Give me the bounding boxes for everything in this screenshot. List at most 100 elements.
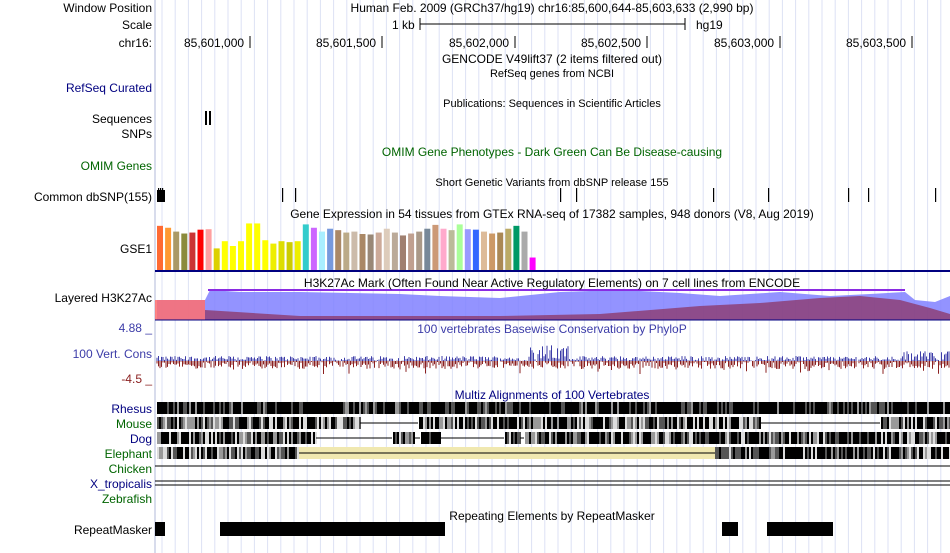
gtex-track-title[interactable]: Gene Expression in 54 tissues from GTEx … [290,207,814,221]
dog-alignment [513,432,515,444]
rhesus-alignment [465,402,467,414]
dog-alignment [903,432,905,444]
rhesus-alignment [727,402,729,414]
elephant-alignment [823,447,825,459]
omim-label[interactable]: OMIM Genes [80,159,152,173]
mouse-label[interactable]: Mouse [115,417,152,431]
dog-alignment [705,432,707,444]
dog-alignment [159,432,161,444]
dog-alignment [621,432,623,444]
repeatmasker-track-title[interactable]: Repeating Elements by RepeatMasker [449,509,655,523]
elephant-alignment [241,447,243,459]
dog-alignment [915,432,917,444]
dog-alignment [945,432,947,444]
dog-label[interactable]: Dog [129,432,152,446]
dog-alignment [167,432,169,444]
mouse-alignment [699,417,701,429]
mouse-alignment [629,417,631,429]
gtex-bar [254,223,261,270]
mouse-alignment [637,417,639,429]
rhesus-alignment [929,402,931,414]
mouse-alignment [475,417,477,429]
dog-alignment [845,432,847,444]
rhesus-alignment [293,402,295,414]
rhesus-alignment [843,402,845,414]
rhesus-alignment [677,402,679,414]
gtex-bar [456,224,463,270]
elephant-alignment [781,447,783,459]
h3k27ac-track-title[interactable]: H3K27Ac Mark (Often Found Near Active Re… [303,276,801,290]
elephant-alignment [889,447,891,459]
publications-track-title[interactable]: Publications: Sequences in Scientific Ar… [443,98,661,110]
rhesus-alignment [371,402,373,414]
mouse-alignment [213,417,215,429]
rhesus-alignment [501,402,503,414]
rhesus-alignment [877,402,879,414]
rhesus-alignment [423,402,425,414]
mouse-alignment [623,417,625,429]
rhesus-alignment [801,402,803,414]
rhesus-alignment [679,402,681,414]
dog-alignment [411,432,413,444]
mouse-alignment [569,417,571,429]
elephant-alignment [229,447,231,459]
rhesus-alignment [763,402,765,414]
mouse-alignment [337,417,339,429]
repeatmasker-label[interactable]: RepeatMasker [73,523,152,537]
zebrafish-label[interactable]: Zebrafish [101,492,152,506]
rhesus-alignment [241,402,243,414]
dog-alignment [751,432,753,444]
dog-alignment [799,432,801,444]
rhesus-alignment [683,402,685,414]
dog-alignment [735,432,737,444]
xtrop-label[interactable]: X_tropicalis [89,477,152,491]
dog-alignment [301,432,303,444]
cons-label[interactable]: 100 Vert. Cons [72,347,152,361]
elephant-alignment [923,447,925,459]
chicken-label[interactable]: Chicken [108,462,152,476]
mouse-alignment [903,417,905,429]
elephant-alignment [747,447,749,459]
rhesus-alignment [815,402,817,414]
gencode-track-title[interactable]: GENCODE V49lift37 (2 items filtered out) [441,52,663,66]
refseq-track-title[interactable]: RefSeq genes from NCBI [489,68,615,80]
dog-alignment [511,432,513,444]
dbsnp-label[interactable]: Common dbSNP(155) [33,190,152,204]
rhesus-alignment [855,402,857,414]
omim-track-title[interactable]: OMIM Gene Phenotypes - Dark Green Can Be… [381,145,723,159]
rhesus-label[interactable]: Rhesus [111,402,152,416]
dbsnp-track-title[interactable]: Short Genetic Variants from dbSNP releas… [435,177,669,189]
elephant-alignment [917,447,919,459]
elephant-alignment [815,447,817,459]
rhesus-alignment [389,402,391,414]
h3k27ac-label[interactable]: Layered H3K27Ac [54,291,152,305]
gtex-bar [246,223,253,270]
dog-alignment [763,432,765,444]
dog-alignment [929,432,931,444]
conservation-track-title[interactable]: 100 vertebrates Basewise Conservation by… [417,322,687,336]
gse1-label[interactable]: GSE1 [119,242,152,256]
refseq-label[interactable]: RefSeq Curated [65,81,152,95]
rhesus-alignment [865,402,867,414]
mouse-alignment [605,417,607,429]
dog-alignment [917,432,919,444]
rhesus-alignment [909,402,911,414]
multiz-track-title[interactable]: Multiz Alignments of 100 Vertebrates [454,388,650,402]
mouse-alignment [657,417,659,429]
rhesus-alignment [345,402,347,414]
rhesus-alignment [247,402,249,414]
elephant-alignment [205,447,207,459]
sequences-label[interactable]: Sequences [91,112,152,126]
dog-alignment [827,432,829,444]
mouse-alignment [669,417,671,429]
mouse-alignment [919,417,921,429]
rhesus-alignment [891,402,893,414]
mouse-alignment [515,417,517,429]
rhesus-alignment [437,402,439,414]
elephant-label[interactable]: Elephant [104,447,152,461]
rhesus-alignment [641,402,643,414]
snps-label[interactable]: SNPs [121,127,152,141]
dog-alignment [703,432,705,444]
dog-alignment [563,432,565,444]
